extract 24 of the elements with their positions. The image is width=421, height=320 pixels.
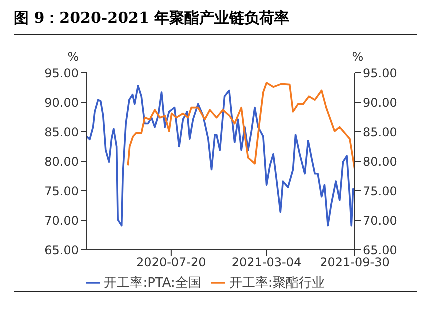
y2-tick-label: 80.00 xyxy=(363,154,398,169)
y2-tick-label: 85.00 xyxy=(363,125,398,140)
x-tick-label: 2020-07-20 xyxy=(136,256,206,270)
y2-tick-label: 95.00 xyxy=(363,66,398,80)
line-series xyxy=(127,82,355,171)
x-tick-label: 2021-03-04 xyxy=(232,256,302,270)
y2-tick-label: 90.00 xyxy=(363,96,398,110)
legend-label: 开工率:聚酯行业 xyxy=(229,276,325,291)
y-tick-label: 80.00 xyxy=(44,154,79,169)
x-tick-label: 2021-09-30 xyxy=(320,256,390,270)
y-tick-label: 95.00 xyxy=(44,66,79,80)
y-tick-label: 75.00 xyxy=(44,184,79,198)
y2-tick-label: 65.00 xyxy=(363,243,398,258)
y-tick-label: 85.00 xyxy=(44,125,79,140)
legend-label: 开工率:PTA:全国 xyxy=(104,276,202,291)
line-series xyxy=(87,85,355,227)
chart-title: 图 9：2020-2021 年聚酯产业链负荷率 xyxy=(14,9,417,35)
y2-tick-label: 75.00 xyxy=(363,184,398,198)
y-tick-label: 65.00 xyxy=(44,243,79,258)
y-tick-label: 90.00 xyxy=(44,96,79,110)
y2-tick-label: 70.00 xyxy=(363,214,398,228)
y2-axis-title: % xyxy=(352,50,364,64)
y-tick-label: 70.00 xyxy=(44,214,79,228)
y-axis-title: % xyxy=(68,50,80,64)
